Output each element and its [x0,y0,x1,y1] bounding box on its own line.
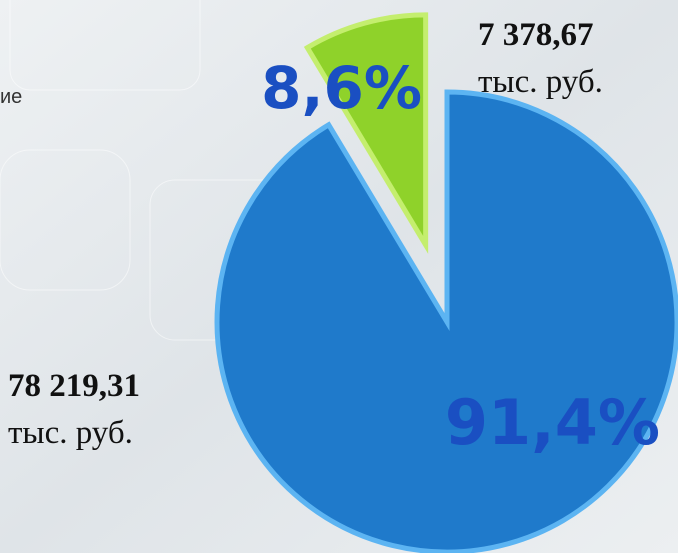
amount-unit: тыс. руб. [8,415,133,451]
amount-label: 7 378,67 [478,17,594,53]
chart: ие 7 378,67 тыс. руб. 78 219,31 тыс. руб… [0,0,678,553]
amount-label: 78 219,31 [8,368,140,404]
background-text: ие [0,86,22,108]
amount-unit: тыс. руб. [478,64,603,100]
pie-slice [217,92,677,552]
slice-label: 91,4% [445,386,660,459]
slice-label: 8,6% [261,54,422,122]
